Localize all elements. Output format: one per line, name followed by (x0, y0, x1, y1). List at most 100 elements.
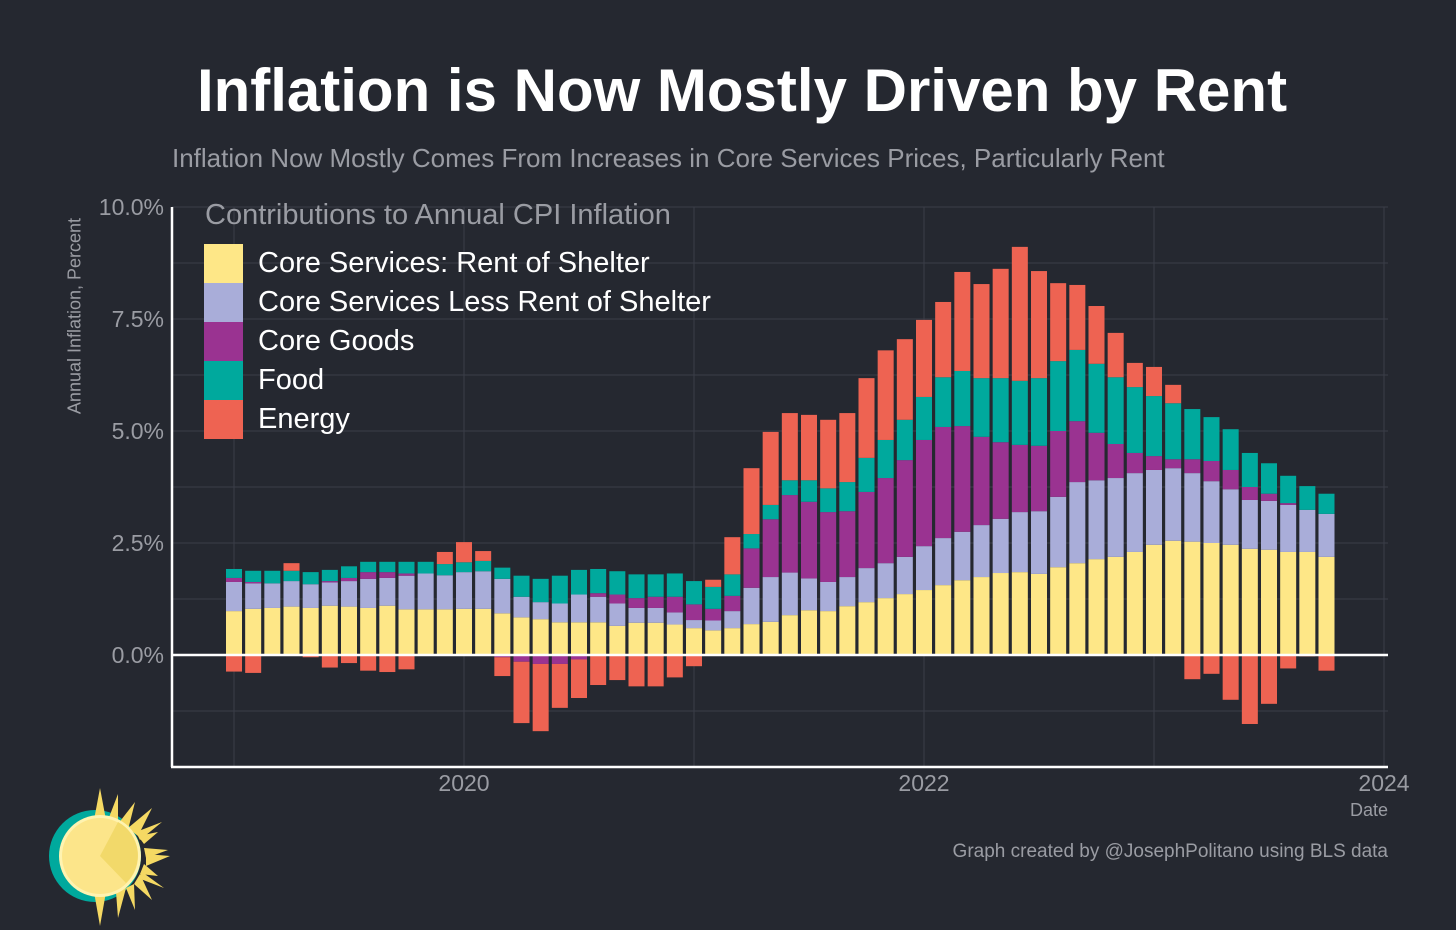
bar-segment (551, 603, 568, 623)
y-tick-label: 5.0% (112, 418, 164, 444)
bar-segment (647, 574, 664, 597)
bar-segment (1222, 544, 1239, 655)
bar-segment (226, 581, 242, 612)
bar-segment (877, 478, 894, 564)
bar-segment (1088, 432, 1105, 481)
bar-segment (666, 596, 683, 613)
bar-segment (494, 657, 511, 677)
bar-segment (532, 655, 549, 664)
bar-segment (571, 622, 587, 655)
legend-item-core-goods: Core Goods (204, 322, 414, 361)
bar-segment (839, 606, 856, 655)
bar-segment (379, 655, 396, 673)
bar-segment (1146, 366, 1162, 397)
bar-segment (532, 619, 549, 655)
bar-segment (1088, 480, 1105, 560)
bar-segment (321, 605, 338, 655)
bar-segment (628, 655, 645, 687)
bar-segment (1165, 403, 1182, 460)
bar-segment (705, 620, 722, 631)
bar-segment (647, 607, 664, 623)
bar-segment (245, 581, 262, 584)
bar-segment (1031, 271, 1047, 379)
bar-segment (839, 482, 856, 512)
bar-segment (283, 563, 300, 571)
bar-segment (341, 581, 357, 607)
bar-segment (628, 574, 645, 599)
y-tick-label: 10.0% (99, 194, 164, 220)
bar-segment (647, 596, 664, 608)
bar-segment (283, 570, 300, 582)
bar-segment (379, 572, 396, 578)
bar-segment (302, 572, 319, 585)
bar-segment (321, 582, 338, 606)
bar-segment (532, 663, 549, 732)
bar-segment (1031, 573, 1047, 655)
bar-segment (456, 572, 472, 609)
bar-segment (1031, 511, 1047, 574)
chart-subtitle: Inflation Now Mostly Comes From Increase… (172, 143, 1165, 173)
x-tick-label: 2022 (898, 770, 949, 796)
bar-segment (245, 583, 262, 609)
bar-segment (992, 442, 1009, 519)
bar-segment (1222, 469, 1239, 490)
bar-segment (935, 426, 952, 539)
bar-segment (1184, 473, 1201, 542)
bar-segment (743, 548, 760, 588)
bar-segment (264, 607, 281, 655)
bar-segment (1241, 499, 1258, 549)
bar-segment (666, 612, 683, 625)
bar-segment (1318, 493, 1335, 514)
bar-segment (896, 460, 913, 557)
bar-segment (954, 531, 971, 581)
bar-segment (781, 572, 798, 616)
bar-segment (360, 572, 377, 579)
bar-segment (916, 396, 932, 440)
bar-segment (321, 581, 338, 583)
bar-segment (1261, 463, 1277, 494)
bar-segment (1241, 487, 1258, 500)
bar-segment (226, 611, 242, 655)
bar-segment (1280, 503, 1297, 505)
bar-segment (858, 602, 875, 655)
bar-segment (1203, 481, 1220, 543)
bar-segment (494, 567, 511, 579)
bar-segment (743, 468, 760, 535)
bar-segment (916, 546, 932, 591)
bar-segment (1050, 361, 1067, 431)
bar-segment (1318, 513, 1335, 557)
bar-segment (609, 625, 626, 655)
bar-segment (513, 661, 530, 724)
x-axis-title: Date (1349, 800, 1388, 820)
bar-segment (532, 602, 549, 620)
bar-segment (705, 579, 722, 587)
bar-segment (283, 606, 300, 655)
bar-segment (877, 563, 894, 599)
bar-segment (820, 581, 837, 612)
bar-segment (801, 610, 817, 655)
bar-segment (781, 495, 798, 573)
bar-segment (1146, 456, 1162, 470)
bar-segment (973, 378, 990, 437)
bar-segment (1107, 443, 1124, 479)
bar-segment (954, 370, 971, 427)
bar-segment (1050, 496, 1067, 568)
bar-segment (513, 617, 530, 655)
bar-segment (935, 301, 952, 378)
bar-segment (1107, 332, 1124, 378)
bar-segment (360, 578, 377, 608)
bar-segment (1280, 551, 1297, 655)
bar-segment (1222, 429, 1239, 470)
bar-segment (1088, 306, 1105, 364)
bar-segment (1165, 540, 1182, 655)
bar-segment (1050, 283, 1067, 362)
bar-segment (417, 609, 434, 655)
bar-segment (686, 620, 702, 629)
bar-segment (916, 319, 932, 397)
bar-segment (781, 615, 798, 655)
bar-segment (1126, 452, 1143, 474)
bar-segment (379, 561, 396, 573)
bar-segment (226, 568, 242, 578)
bar-segment (436, 551, 453, 565)
bar-segment (456, 542, 472, 563)
